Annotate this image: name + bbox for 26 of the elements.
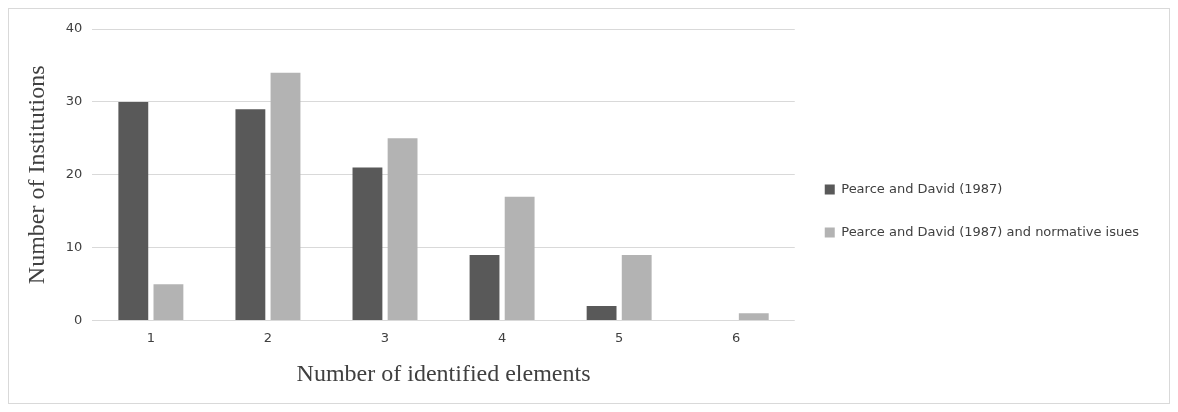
bar: [270, 72, 301, 321]
bar: [118, 101, 149, 321]
bar: [586, 306, 617, 321]
x-tick-label: 5: [615, 329, 624, 345]
y-tick-label: 20: [65, 166, 83, 182]
bar: [621, 254, 652, 321]
x-tick-label: 2: [263, 329, 273, 345]
bar: [352, 167, 383, 321]
y-axis-title: Number of Institutions: [22, 65, 49, 285]
x-tick-label: 3: [380, 329, 390, 345]
bar: [235, 109, 266, 321]
x-axis-title: Number of identified elements: [296, 359, 591, 386]
bar: [504, 196, 535, 321]
legend-label: Pearce and David (1987): [841, 180, 1003, 196]
x-tick-label: 4: [497, 329, 507, 345]
y-tick-label: 30: [65, 93, 83, 109]
bar: [387, 138, 418, 321]
y-tick-label: 40: [65, 20, 83, 36]
y-tick-label: 0: [74, 311, 83, 327]
x-tick-label: 6: [732, 329, 741, 345]
y-tick-label: 10: [65, 239, 83, 255]
legend-label: Pearce and David (1987) and normative isues: [841, 223, 1140, 239]
bar: [469, 254, 500, 321]
bar: [738, 313, 769, 321]
bar: [153, 284, 184, 321]
x-tick-label: 1: [146, 329, 156, 345]
